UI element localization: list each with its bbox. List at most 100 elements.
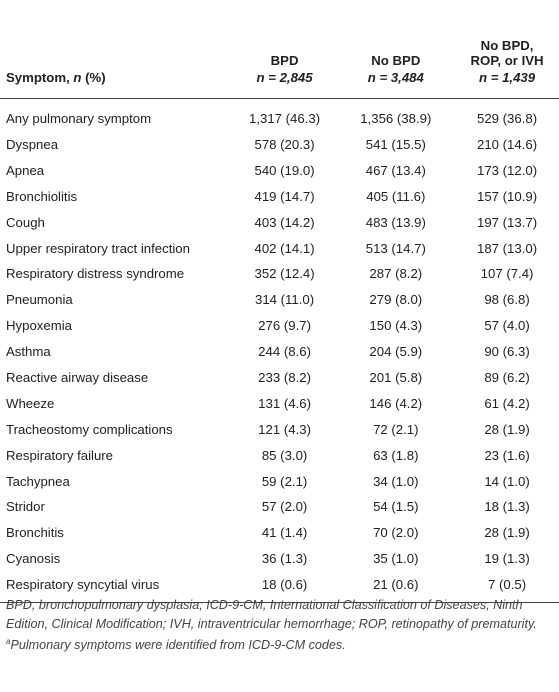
symptom-header-pct: (%): [81, 70, 106, 85]
table-row: Pneumonia 314 (11.0) 279 (8.0) 98 (6.8): [0, 287, 559, 313]
bpd-cell: 41 (1.4): [261, 525, 308, 541]
table-row: Hypoxemia 276 (9.7) 150 (4.3) 57 (4.0): [0, 313, 559, 339]
footnote-marker: a: [6, 636, 11, 646]
no-bpd-rop-ivh-cell: 28 (1.9): [484, 421, 530, 437]
bpd-cell: 121 (4.3): [258, 421, 311, 437]
symptom-header: Symptom, n (%): [0, 68, 233, 98]
table-row: Any pulmonary symptom 1,317 (46.3) 1,356 (…: [0, 98, 559, 132]
symptom-cell: Pneumonia: [6, 292, 73, 308]
n-no-bpd: n = 3,484: [367, 70, 424, 85]
footnotes: BPD, bronchopulmonary dysplasia; ICD-9-C…: [6, 596, 551, 655]
no-bpd-cell: 483 (13.9): [365, 214, 426, 230]
bpd-cell: 36 (1.3): [261, 551, 308, 567]
symptom-cell: Bronchitis: [6, 525, 64, 541]
no-bpd-rop-ivh-cell: 7 (0.5): [487, 577, 527, 593]
table-row: Dyspnea 578 (20.3) 541 (15.5) 210 (14.6): [0, 132, 559, 158]
bpd-cell: 314 (11.0): [255, 292, 315, 308]
no-bpd-cell: 54 (1.5): [373, 499, 419, 515]
symptom-table: BPD No BPD No BPD, ROP, or IVH Symptom, …: [0, 0, 559, 603]
bpd-cell: 233 (8.2): [258, 369, 311, 385]
col-header-bpd: BPD: [270, 53, 299, 68]
no-bpd-rop-ivh-cell: 187 (13.0): [476, 240, 538, 256]
bpd-cell: 1,317 (46.3): [249, 110, 321, 126]
table-row: Wheeze 131 (4.6) 146 (4.2) 61 (4.2): [0, 390, 559, 416]
table-row: Tracheostomy complications 121 (4.3) 72 (2…: [0, 416, 559, 442]
no-bpd-rop-ivh-cell: 210 (14.6): [476, 136, 538, 152]
bpd-cell: 578 (20.3): [254, 136, 315, 152]
symptom-cell: Any pulmonary symptom: [6, 110, 152, 126]
symptom-cell: Cyanosis: [6, 551, 61, 567]
symptom-cell: Stridor: [6, 499, 45, 515]
symptom-header-n: n: [73, 70, 82, 85]
no-bpd-rop-ivh-cell: 18 (1.3): [484, 499, 530, 515]
symptom-header-label: Symptom,: [6, 70, 74, 85]
bpd-cell: 352 (12.4): [254, 266, 315, 282]
table-row: Asthma 244 (8.6) 204 (5.9) 90 (6.3): [0, 339, 559, 365]
no-bpd-cell: 405 (11.6): [366, 188, 426, 204]
no-bpd-rop-ivh-cell: 19 (1.3): [484, 551, 530, 567]
bpd-cell: 57 (2.0): [261, 499, 308, 515]
symptom-cell: Hypoxemia: [6, 318, 72, 334]
no-bpd-rop-ivh-cell: 90 (6.3): [484, 344, 530, 360]
symptom-cell: Asthma: [6, 344, 51, 360]
bpd-cell: 18 (0.6): [261, 577, 308, 593]
no-bpd-cell: 34 (1.0): [373, 473, 419, 489]
symptom-cell: Respiratory failure: [6, 447, 114, 463]
bpd-cell: 403 (14.2): [254, 214, 315, 230]
no-bpd-rop-ivh-cell: 529 (36.8): [476, 110, 538, 126]
symptom-cell: Dyspnea: [6, 136, 59, 152]
table-row: Respiratory syncytial virus 18 (0.6) 21 (0…: [0, 572, 559, 603]
no-bpd-cell: 63 (1.8): [373, 447, 419, 463]
header-blank: [0, 0, 233, 68]
symptom-cell: Tachypnea: [6, 473, 70, 489]
no-bpd-rop-ivh-cell: 61 (4.2): [484, 395, 530, 411]
no-bpd-rop-ivh-cell: 98 (6.8): [484, 292, 530, 308]
symptom-cell: Reactive airway disease: [6, 369, 149, 385]
no-bpd-cell: 150 (4.3): [369, 318, 423, 334]
bpd-cell: 402 (14.1): [254, 240, 315, 256]
no-bpd-cell: 70 (2.0): [373, 525, 419, 541]
col-header-no-bpd: No BPD: [371, 53, 421, 68]
symptom-cell: Bronchiolitis: [6, 188, 78, 204]
table-row: Respiratory failure 85 (3.0) 63 (1.8) 23 (1…: [0, 442, 559, 468]
no-bpd-rop-ivh-cell: 107 (7.4): [480, 266, 534, 282]
no-bpd-rop-ivh-cell: 89 (6.2): [484, 369, 530, 385]
no-bpd-cell: 146 (4.2): [369, 395, 423, 411]
bpd-cell: 244 (8.6): [258, 344, 311, 360]
n-no-bpd-rop-ivh: n = 1,439: [479, 70, 536, 85]
no-bpd-rop-ivh-cell: 23 (1.6): [484, 447, 530, 463]
no-bpd-cell: 467 (13.4): [365, 162, 426, 178]
no-bpd-rop-ivh-cell: 14 (1.0): [484, 473, 530, 489]
footnote-source: aPulmonary symptoms were identified from…: [6, 636, 551, 655]
no-bpd-rop-ivh-cell: 157 (10.9): [476, 188, 538, 204]
no-bpd-cell: 204 (5.9): [369, 344, 423, 360]
footnote-abbreviations: BPD, bronchopulmonary dysplasia; ICD-9-C…: [6, 598, 537, 631]
symptom-cell: Apnea: [6, 162, 45, 178]
table-row: Upper respiratory tract infection 402 (14…: [0, 235, 559, 261]
symptom-cell: Respiratory distress syndrome: [6, 266, 185, 282]
table-row: Bronchiolitis 419 (14.7) 405 (11.6) 157 (10…: [0, 183, 559, 209]
bpd-cell: 276 (9.7): [258, 318, 311, 334]
table-row: Cyanosis 36 (1.3) 35 (1.0) 19 (1.3): [0, 546, 559, 572]
no-bpd-cell: 279 (8.0): [369, 292, 423, 308]
header-row-top: BPD No BPD No BPD, ROP, or IVH: [0, 0, 559, 68]
bpd-cell: 59 (2.1): [261, 473, 308, 489]
col-header-no-bpd-rop-ivh-line1: No BPD,: [480, 38, 534, 53]
no-bpd-cell: 541 (15.5): [365, 136, 426, 152]
symptom-cell: Tracheostomy complications: [6, 421, 173, 437]
no-bpd-rop-ivh-cell: 57 (4.0): [484, 318, 530, 334]
symptom-cell: Upper respiratory tract infection: [6, 240, 190, 256]
no-bpd-rop-ivh-cell: 28 (1.9): [484, 525, 530, 541]
no-bpd-rop-ivh-cell: 197 (13.7): [476, 214, 538, 230]
symptom-cell: Cough: [6, 214, 45, 230]
bpd-cell: 419 (14.7): [254, 188, 315, 204]
n-bpd: n = 2,845: [256, 70, 313, 85]
no-bpd-cell: 1,356 (38.9): [360, 110, 432, 126]
table-row: Respiratory distress syndrome 352 (12.4) 2…: [0, 261, 559, 287]
no-bpd-cell: 72 (2.1): [373, 421, 419, 437]
table-row: Bronchitis 41 (1.4) 70 (2.0) 28 (1.9): [0, 520, 559, 546]
no-bpd-cell: 287 (8.2): [369, 266, 423, 282]
footnote-source-text: Pulmonary symptoms were identified from …: [10, 638, 346, 652]
table-row: Apnea 540 (19.0) 467 (13.4) 173 (12.0): [0, 157, 559, 183]
